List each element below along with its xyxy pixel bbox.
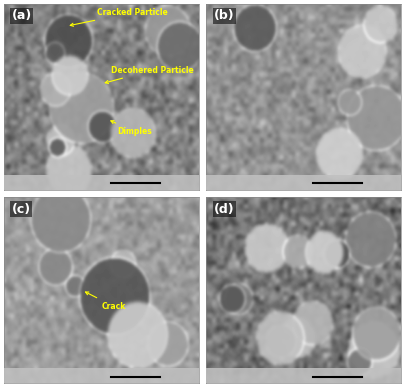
Text: (c): (c) xyxy=(12,203,31,216)
Bar xyxy=(4,368,198,383)
Text: (d): (d) xyxy=(214,203,235,216)
Text: (b): (b) xyxy=(214,9,235,22)
Text: Cracked Particle: Cracked Particle xyxy=(70,8,168,26)
Bar xyxy=(207,368,401,383)
Text: Decohered Particle: Decohered Particle xyxy=(105,66,194,84)
Bar xyxy=(207,175,401,190)
Text: Dimples: Dimples xyxy=(111,121,151,136)
Text: Crack: Crack xyxy=(85,292,126,311)
Text: (a): (a) xyxy=(12,9,32,22)
Bar xyxy=(4,175,198,190)
